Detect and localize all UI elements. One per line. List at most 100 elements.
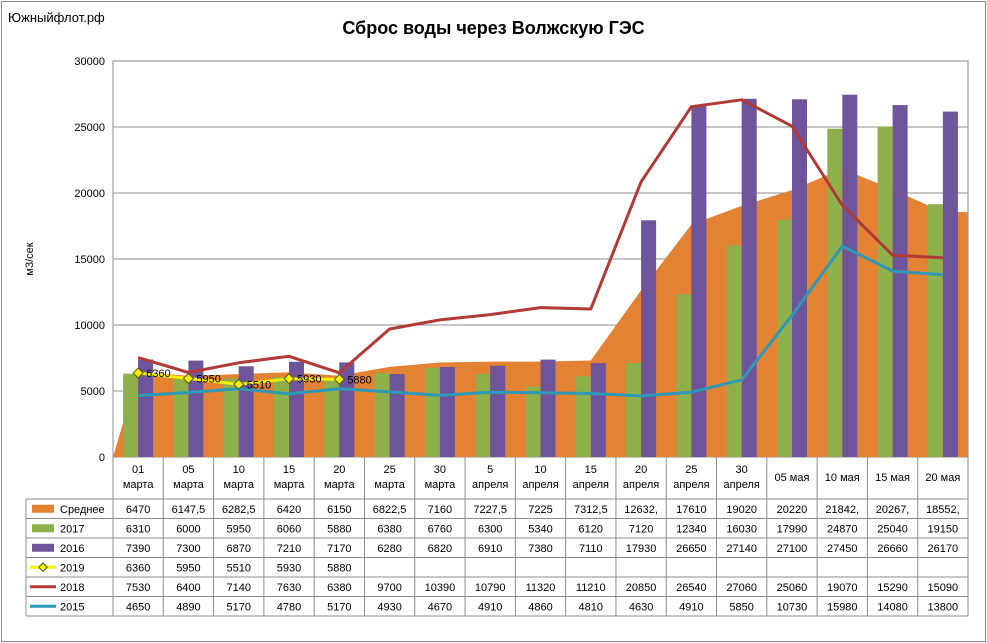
table-cell: 6280 bbox=[377, 543, 401, 555]
table-cell: 5850 bbox=[729, 601, 753, 613]
category-label: марта bbox=[425, 479, 456, 491]
category-label: 10 bbox=[534, 464, 546, 476]
table-cell: 19070 bbox=[827, 582, 858, 594]
table-cell: 26170 bbox=[928, 543, 959, 555]
legend-label: 2015 bbox=[60, 601, 84, 613]
category-label: апреля bbox=[522, 479, 558, 491]
table-cell: 7390 bbox=[126, 543, 150, 555]
series-2019-point bbox=[333, 373, 345, 386]
table-cell: 6820 bbox=[428, 543, 452, 555]
category-label: марта bbox=[223, 479, 254, 491]
bar-2017 bbox=[777, 219, 792, 457]
series-2018-line bbox=[137, 98, 943, 375]
table-cell: 11320 bbox=[526, 582, 556, 594]
table-cell: 6147,5 bbox=[172, 504, 206, 516]
table-cell: 6470 bbox=[126, 504, 150, 516]
y-tick-label: 25000 bbox=[74, 122, 105, 134]
category-label: апреля bbox=[573, 479, 609, 491]
table-cell: 5340 bbox=[528, 523, 552, 535]
table-cell: 26650 bbox=[676, 543, 707, 555]
table-cell: 5880 bbox=[327, 523, 351, 535]
bar-2017 bbox=[475, 373, 491, 457]
legend-key-marker bbox=[38, 562, 48, 573]
bar-2017 bbox=[726, 245, 742, 457]
bar-2016 bbox=[540, 359, 556, 457]
category-label: марта bbox=[324, 479, 355, 491]
table-cell: 19150 bbox=[928, 523, 959, 535]
category-label: марта bbox=[173, 479, 204, 491]
series-2019-point bbox=[283, 373, 295, 385]
table-cell: 6380 bbox=[327, 582, 351, 594]
table-cell: 15090 bbox=[928, 582, 959, 594]
bar-2016 bbox=[942, 111, 958, 457]
series-2019-point bbox=[182, 372, 195, 385]
table-cell: 9700 bbox=[377, 582, 401, 594]
bar-2017 bbox=[123, 373, 139, 457]
bar-2016 bbox=[389, 374, 405, 457]
table-cell: 5930 bbox=[277, 562, 301, 574]
y-tick-label: 10000 bbox=[74, 320, 105, 332]
table-cell: 6360 bbox=[126, 562, 150, 574]
bar-2016 bbox=[339, 362, 355, 457]
legend-label: 2019 bbox=[60, 562, 84, 574]
table-cell: 7140 bbox=[226, 582, 250, 594]
table-cell: 4780 bbox=[277, 601, 301, 613]
category-label: марта bbox=[274, 479, 305, 491]
table-cell: 7300 bbox=[176, 543, 200, 555]
bar-2017 bbox=[374, 372, 390, 457]
bar-2017 bbox=[525, 386, 541, 457]
bar-2016 bbox=[691, 105, 707, 457]
legend-key-2017 bbox=[32, 524, 54, 533]
table-cell: 6310 bbox=[126, 523, 150, 535]
table-cell: 27450 bbox=[827, 543, 858, 555]
category-label: 25 bbox=[383, 464, 395, 476]
category-label: 20 bbox=[333, 464, 345, 476]
category-label: 20 мая bbox=[925, 472, 960, 484]
table-cell: 5950 bbox=[226, 523, 250, 535]
table-cell: 17930 bbox=[626, 543, 657, 555]
table-cell: 4630 bbox=[629, 601, 653, 613]
bar-2016 bbox=[138, 359, 154, 457]
table-cell: 10790 bbox=[475, 582, 506, 594]
table-cell: 6060 bbox=[277, 523, 301, 535]
bar-2017 bbox=[877, 126, 893, 457]
table-cell: 5880 bbox=[327, 562, 351, 574]
category-label: 30 bbox=[736, 464, 748, 476]
bar-2017 bbox=[626, 363, 642, 457]
data-table: 01 марта 05 марта 10 марта 15 марта 20 марта 25 мар… bbox=[25, 457, 969, 617]
table-cell: 20220 bbox=[777, 504, 808, 516]
table-cell: 17990 bbox=[777, 523, 808, 535]
category-label: марта bbox=[123, 479, 154, 491]
data-label-2019: 5880 bbox=[347, 374, 371, 386]
table-cell: 5950 bbox=[176, 562, 200, 574]
table-cell: 7630 bbox=[277, 582, 301, 594]
table-cell: 7110 bbox=[579, 543, 603, 555]
bar-2017 bbox=[927, 204, 943, 457]
table-cell: 4810 bbox=[579, 601, 603, 613]
table-cell: 27060 bbox=[726, 582, 757, 594]
table-cell: 5510 bbox=[226, 562, 250, 574]
table-cell: 13800 bbox=[928, 601, 959, 613]
bar-2016 bbox=[590, 363, 606, 457]
bar-2017 bbox=[827, 128, 843, 457]
table-cell: 15290 bbox=[877, 582, 908, 594]
series-2019-point bbox=[132, 367, 144, 379]
chart-title: Сброс воды через Волжскую ГЭС bbox=[342, 18, 645, 38]
bar-2017 bbox=[424, 367, 440, 457]
category-label: 10 мая bbox=[825, 472, 860, 484]
table-cell: 5170 bbox=[327, 601, 351, 613]
category-label: 15 мая bbox=[875, 472, 910, 484]
table-cell: 12632, bbox=[624, 504, 658, 516]
table-cell: 24870 bbox=[827, 523, 858, 535]
series-2019-point bbox=[233, 378, 245, 390]
table-cell: 18552, bbox=[926, 504, 960, 516]
category-label: апреля bbox=[673, 479, 709, 491]
table-cell: 12340 bbox=[676, 523, 707, 535]
table-cell: 4930 bbox=[377, 601, 401, 613]
table-cell: 6910 bbox=[478, 543, 502, 555]
table-cell: 6150 bbox=[327, 504, 351, 516]
category-label: 05 мая bbox=[775, 472, 810, 484]
category-label: 15 bbox=[283, 464, 295, 476]
table-cell: 20850 bbox=[626, 582, 657, 594]
table-cell: 19020 bbox=[726, 504, 757, 516]
